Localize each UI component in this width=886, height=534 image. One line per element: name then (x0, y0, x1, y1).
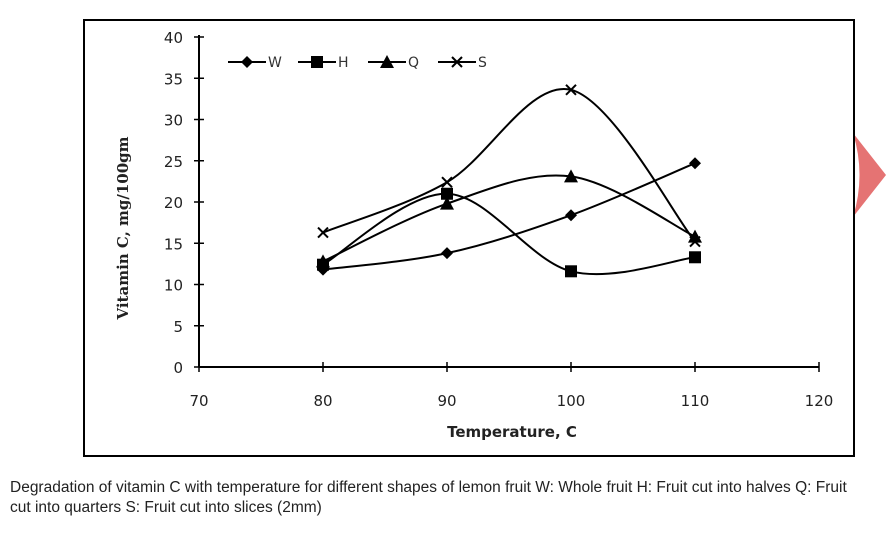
series-markers (316, 84, 702, 278)
y-tick-label: 5 (173, 318, 183, 336)
x-axis-label: Temperature, C (447, 423, 577, 441)
chart-frame (83, 19, 855, 457)
series-line-q (322, 174, 696, 263)
x-tick-label: 120 (805, 392, 834, 410)
figure-caption: Degradation of vitamin C with temperatur… (10, 479, 847, 516)
legend-label-q: Q (408, 55, 419, 71)
y-tick-label: 30 (164, 112, 183, 130)
x-tick-label: 90 (437, 392, 456, 410)
data-point-w (689, 157, 701, 170)
series-line-w (322, 162, 696, 271)
data-point-h (441, 187, 453, 200)
x-tick-label: 80 (313, 392, 332, 410)
y-tick-label: 0 (173, 359, 183, 377)
legend-marker-h (311, 56, 323, 68)
legend-marker-s (451, 56, 463, 68)
legend-label-w: W (268, 55, 282, 71)
legend-label-s: S (478, 55, 487, 71)
y-tick-label: 15 (164, 235, 183, 253)
y-tick-label: 10 (164, 277, 183, 295)
y-axis-label: Vitamin C, mg/100gm (114, 136, 132, 320)
x-tick-label: 70 (189, 392, 208, 410)
data-point-q (316, 254, 330, 268)
data-point-s (565, 84, 577, 96)
data-point-s (689, 235, 701, 248)
series-line-h (322, 192, 696, 276)
data-point-w (441, 247, 453, 260)
data-point-h (689, 251, 701, 264)
axis-ticks: 0 5 10 15 20 25 30 35 40 70 80 90 100 110 120 (164, 29, 833, 410)
y-tick-label: 25 (164, 153, 183, 171)
legend-label-h: H (338, 55, 349, 71)
data-point-q (564, 169, 578, 183)
data-point-h (565, 265, 577, 278)
data-point-s (441, 176, 453, 188)
y-tick-label: 40 (164, 29, 183, 47)
data-point-q (440, 196, 454, 210)
series-line-s (322, 87, 696, 243)
series-lines (322, 87, 696, 276)
data-point-s (317, 226, 329, 239)
legend-marker-w (241, 56, 253, 68)
decorative-arrow-shape (853, 133, 886, 217)
x-tick-label: 110 (681, 392, 710, 410)
chart-axes (198, 35, 819, 368)
y-tick-label: 20 (164, 194, 183, 212)
data-point-w (565, 209, 577, 222)
legend-marker-q (380, 55, 394, 68)
y-tick-label: 35 (164, 70, 183, 88)
x-tick-label: 100 (557, 392, 586, 410)
